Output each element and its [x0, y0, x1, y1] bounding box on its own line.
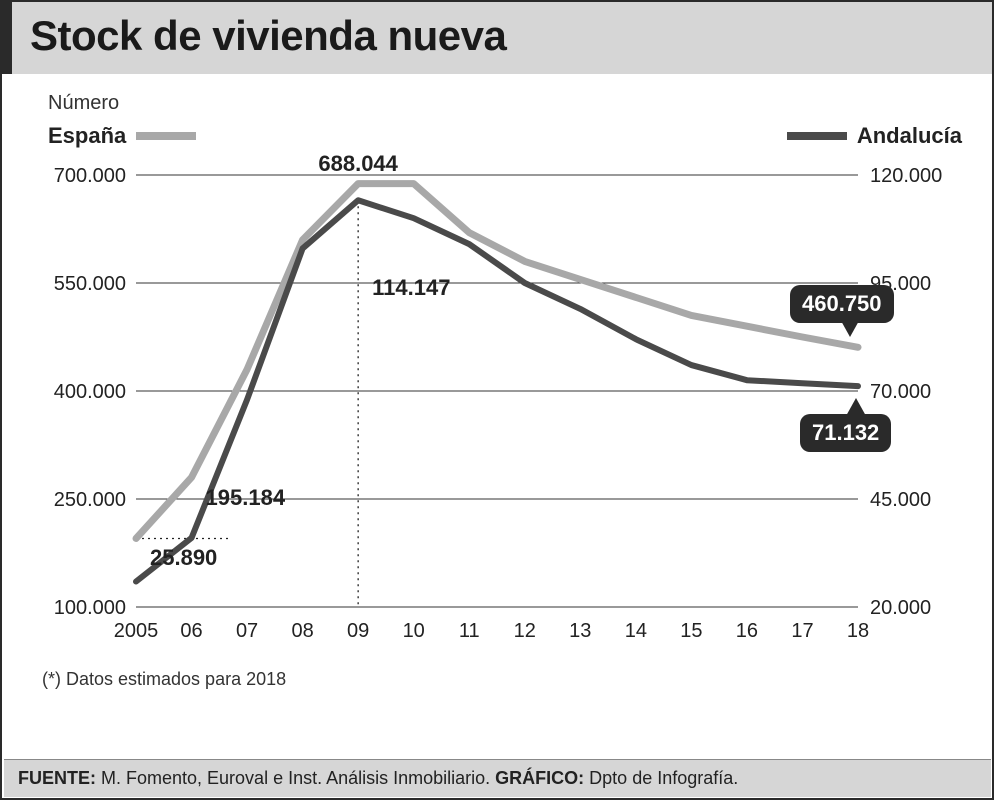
svg-text:18: 18 [847, 620, 869, 642]
svg-text:08: 08 [291, 620, 313, 642]
svg-text:100.000: 100.000 [54, 597, 126, 619]
legend-andalucia: Andalucía [787, 123, 962, 149]
source-bar: FUENTE: M. Fomento, Euroval e Inst. Anál… [4, 759, 991, 797]
svg-text:250.000: 250.000 [54, 489, 126, 511]
end-badge-andalucia: 71.132 [800, 414, 891, 452]
legend-espana: España [48, 123, 196, 149]
chart-frame: Stock de vivienda nueva Número España An… [0, 0, 994, 800]
svg-text:07: 07 [236, 620, 258, 642]
svg-text:114.147: 114.147 [372, 275, 450, 300]
svg-text:12: 12 [514, 620, 536, 642]
svg-text:195.184: 195.184 [206, 485, 286, 510]
fuente-text: M. Fomento, Euroval e Inst. Análisis Inm… [96, 768, 495, 788]
svg-text:06: 06 [180, 620, 202, 642]
svg-text:550.000: 550.000 [54, 273, 126, 295]
grafico-text: Dpto de Infografía. [584, 768, 738, 788]
end-badge-espana: 460.750 [790, 285, 894, 323]
svg-text:25.890: 25.890 [150, 545, 217, 570]
chart-title: Stock de vivienda nueva [30, 12, 974, 60]
grafico-label: GRÁFICO: [495, 768, 584, 788]
svg-text:11: 11 [459, 620, 480, 642]
line-chart-svg: 100.000 20.000 250.000 45.000 400.000 70.000 5… [42, 155, 952, 655]
chart-subtitle: Número [48, 92, 972, 115]
svg-text:120.000: 120.000 [870, 165, 942, 187]
svg-text:700.000: 700.000 [54, 165, 126, 187]
svg-text:10: 10 [403, 620, 425, 642]
legend-andalucia-label: Andalucía [857, 123, 962, 149]
end-badge-espana-value: 460.750 [802, 291, 882, 316]
svg-text:13: 13 [569, 620, 591, 642]
svg-text:45.000: 45.000 [870, 489, 931, 511]
plot-container: 100.000 20.000 250.000 45.000 400.000 70.000 5… [42, 155, 952, 655]
svg-text:688.044: 688.044 [318, 155, 398, 176]
fuente-label: FUENTE: [18, 768, 96, 788]
svg-text:2005: 2005 [114, 620, 159, 642]
legend-espana-swatch [136, 132, 196, 140]
legend-espana-label: España [48, 123, 126, 149]
svg-text:14: 14 [625, 620, 647, 642]
svg-text:09: 09 [347, 620, 369, 642]
svg-text:20.000: 20.000 [870, 597, 931, 619]
footnote: (*) Datos estimados para 2018 [2, 655, 992, 690]
chart-area: Número España Andalucía 100.000 20.000 250… [2, 74, 992, 655]
svg-text:70.000: 70.000 [870, 381, 931, 403]
svg-text:16: 16 [736, 620, 758, 642]
legend-andalucia-swatch [787, 132, 847, 140]
title-bar: Stock de vivienda nueva [2, 2, 992, 74]
svg-text:15: 15 [680, 620, 702, 642]
end-badge-andalucia-value: 71.132 [812, 420, 879, 445]
svg-text:17: 17 [791, 620, 813, 642]
svg-text:400.000: 400.000 [54, 381, 126, 403]
legend-row: España Andalucía [42, 123, 972, 149]
